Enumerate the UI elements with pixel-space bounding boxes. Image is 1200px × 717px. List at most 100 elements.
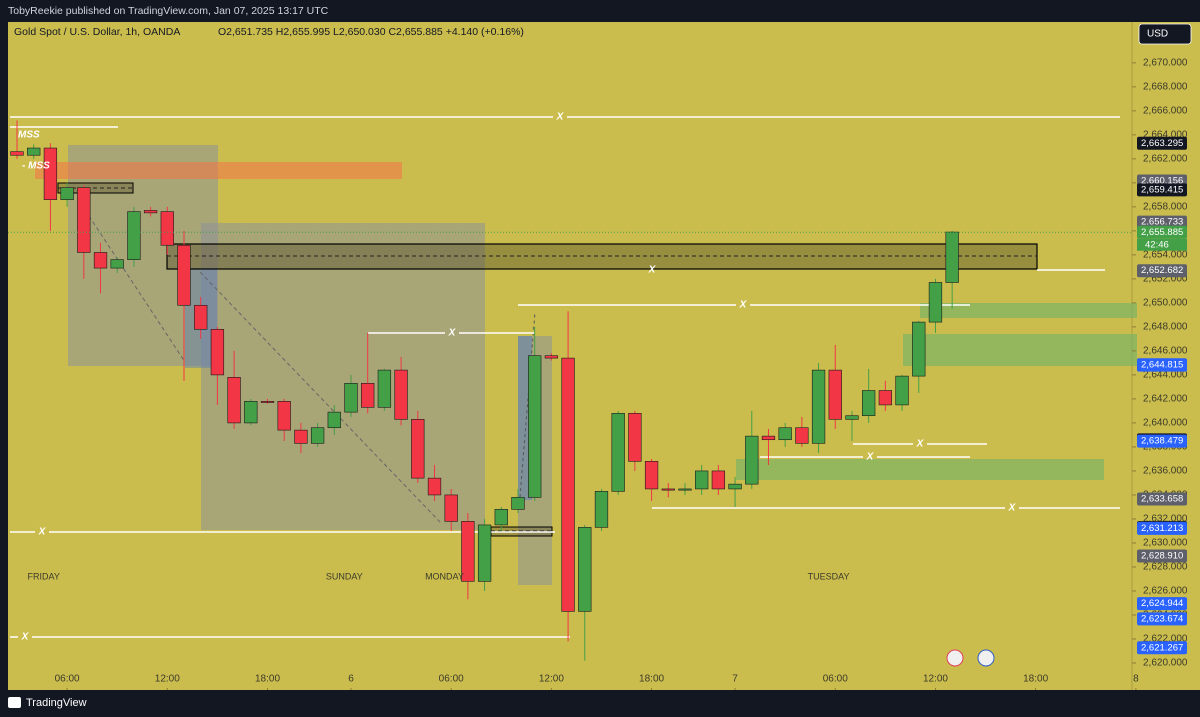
currency-label[interactable]: USD [1147, 29, 1168, 40]
candle-body [10, 151, 24, 156]
annotation: X [448, 328, 457, 339]
x-tick-label: 18:00 [1023, 674, 1048, 685]
candle-body [745, 435, 759, 485]
symbol-title: Gold Spot / U.S. Dollar, 1h, OANDA [14, 26, 180, 38]
price-label: 2,623.674 [1141, 613, 1183, 624]
y-tick-label: 2,652.000 [1143, 274, 1188, 285]
candle-body [60, 187, 74, 200]
candle-body [394, 369, 408, 420]
candle-body [594, 491, 609, 528]
candle-body [427, 477, 442, 496]
price-label-box [1137, 183, 1187, 197]
price-label: 2,633.658 [1141, 494, 1183, 505]
price-label-box [1137, 641, 1187, 655]
annotation: X [21, 632, 30, 643]
candle-body [461, 521, 475, 582]
price-label-box [1137, 264, 1187, 278]
x-tick-label: 06:00 [55, 674, 80, 685]
price-label: 2,659.415 [1141, 184, 1183, 195]
candle-body [795, 427, 809, 444]
price-label: 2,652.682 [1141, 265, 1183, 276]
candle-body [210, 328, 225, 376]
annotation: X [556, 112, 565, 123]
candle-body [444, 494, 458, 522]
y-tick-label: 2,622.000 [1143, 634, 1188, 645]
candle-body [895, 375, 909, 406]
price-label: 2,663.295 [1141, 138, 1183, 149]
x-tick-label: 7 [732, 674, 738, 685]
price-label: 2,638.479 [1141, 436, 1183, 447]
annotation: X [739, 300, 748, 311]
annotation: X [1008, 503, 1017, 514]
currency-button[interactable] [1138, 23, 1192, 45]
candle-body [528, 355, 542, 498]
candle-body [544, 355, 559, 359]
y-tick-label: 2,628.000 [1143, 562, 1188, 573]
day-label: SUNDAY [326, 571, 363, 581]
candle-body [110, 259, 124, 269]
demand-zone [920, 303, 1137, 318]
candle-body [611, 413, 625, 492]
candle-body [227, 377, 241, 424]
candle-body [194, 304, 208, 330]
y-tick-label: 2,646.000 [1143, 346, 1188, 357]
candle-body [661, 488, 675, 491]
candle-body [811, 369, 826, 444]
candle-body [477, 524, 492, 582]
y-tick-label: 2,664.000 [1143, 129, 1188, 140]
price-label: 2,660.156 [1141, 175, 1183, 186]
candle-body [912, 321, 926, 377]
y-tick-label: 2,648.000 [1143, 322, 1188, 333]
candle-body [644, 461, 659, 490]
x-tick-label: 18:00 [255, 674, 280, 685]
path-line [199, 271, 441, 523]
candle-body [945, 231, 959, 283]
y-tick-label: 2,654.000 [1143, 250, 1188, 261]
x-tick-label: 8 [1133, 674, 1139, 685]
candle-body [310, 427, 325, 444]
price-label: 2,644.815 [1141, 360, 1183, 371]
path-line [84, 209, 186, 363]
price-label: 2,624.944 [1141, 598, 1183, 609]
countdown-box [1137, 238, 1187, 251]
day-label: FRIDAY [28, 571, 60, 581]
y-tick-label: 2,650.000 [1143, 298, 1188, 309]
candle-body [678, 488, 692, 491]
x-tick-label: 06:00 [823, 674, 848, 685]
supply-zone [35, 162, 402, 179]
candle-body [862, 390, 876, 417]
countdown: 42:46 [1145, 239, 1169, 250]
candle-body [828, 369, 842, 420]
candle-body [327, 411, 341, 429]
annotation: X [866, 452, 875, 463]
price-label-box [1137, 597, 1187, 611]
y-tick-label: 2,626.000 [1143, 586, 1188, 597]
y-tick-label: 2,632.000 [1143, 514, 1188, 525]
bottom-bar [0, 690, 1200, 717]
y-tick-label: 2,642.000 [1143, 394, 1188, 405]
candle-body [778, 427, 792, 441]
price-label-box [1137, 225, 1187, 239]
candle-body [43, 147, 58, 200]
candle-body [711, 470, 726, 490]
candle-body [93, 252, 108, 269]
drawings [10, 116, 1137, 667]
price-label: 2,631.213 [1141, 523, 1183, 534]
annotation: X [916, 439, 925, 450]
x-tick-label: 12:00 [539, 674, 564, 685]
price-label-box [1137, 136, 1187, 150]
event-icon[interactable] [946, 649, 964, 667]
event-icon[interactable] [977, 649, 995, 667]
price-label-box [1137, 521, 1187, 535]
y-tick-label: 2,662.000 [1143, 153, 1188, 164]
y-tick-label: 2,636.000 [1143, 466, 1188, 477]
day-label: MONDAY [425, 571, 464, 581]
demand-zone [903, 334, 1137, 366]
candle-body [177, 244, 191, 306]
demand-zone [736, 459, 1104, 480]
y-tick-label: 2,658.000 [1143, 201, 1188, 212]
candle-body [260, 401, 275, 403]
price-label-box [1137, 434, 1187, 448]
candle-body [377, 369, 392, 408]
